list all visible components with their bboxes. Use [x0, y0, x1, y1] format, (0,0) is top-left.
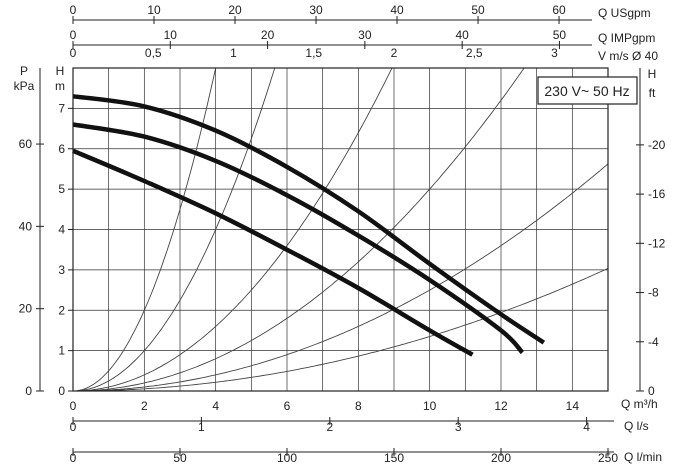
y-kpa-tick-label: 40 [19, 219, 33, 233]
top-axis-impgpm-label: Q IMPgpm [598, 31, 655, 45]
system-curve [73, 267, 609, 392]
top-axis-tick-label: 0,5 [145, 46, 162, 60]
system-curve [72, 67, 217, 392]
system-curves [72, 67, 609, 392]
top-axis-tick-label: 2,5 [466, 46, 483, 60]
top-axis-tick-label: 50 [553, 28, 567, 42]
x-tick-label: 4 [212, 399, 219, 413]
y-ft-tick-label: -12 [648, 236, 666, 250]
y-m-unit: m [55, 79, 65, 93]
top-axis-tick-label: 3 [551, 46, 558, 60]
top-axis-tick-label: 30 [309, 3, 323, 17]
system-curve [73, 163, 609, 392]
y-ft-unit: ft [649, 86, 656, 100]
y-ft-tick-label: -8 [648, 286, 659, 300]
top-axis-tick-label: 50 [471, 3, 485, 17]
top-axis-tick-label: 20 [261, 28, 275, 42]
voltage-badge-text: 230 V~ 50 Hz [544, 83, 629, 99]
y-kpa-tick-label: 60 [19, 137, 33, 151]
bottom-axis-ls-label: Q l/s [624, 419, 649, 433]
x-tick-label: 6 [284, 399, 291, 413]
bottom-axis-tick-label: 0 [70, 420, 77, 434]
y-ft-tick-label: -16 [648, 187, 666, 201]
system-curve [73, 67, 393, 392]
pump-curves [72, 94, 546, 357]
top-axis-tick-label: 1,5 [305, 46, 322, 60]
bottom-axis-tick-label: 50 [173, 451, 187, 465]
top-axis-tick-label: 2 [391, 46, 398, 60]
x-axis-label: Q m³/h [621, 397, 658, 411]
top-axis-tick-label: 30 [358, 28, 372, 42]
pump-curve-2 [72, 122, 525, 355]
voltage-badge: 230 V~ 50 Hz [537, 76, 638, 105]
pump-curve-3 [72, 94, 546, 345]
top-axis-tick-label: 0 [70, 46, 77, 60]
grid [72, 67, 609, 392]
y-m-title: H [56, 64, 65, 78]
top-axis-usgpm-label: Q USgpm [598, 6, 651, 20]
axes: 0 2 4 6 8 10 12 140123456702040600-4-8-12-16-20… [19, 3, 666, 465]
top-axis-tick-label: 40 [390, 3, 404, 17]
y-kpa-tick-label: 0 [25, 384, 32, 398]
bottom-axis-tick-label: 2 [326, 420, 333, 434]
bottom-axis-tick-label: 3 [455, 420, 462, 434]
top-axis-velocity-label: V m/s Ø 40 [598, 49, 658, 63]
x-tick-label: 8 [355, 399, 362, 413]
bottom-axis-tick-label: 200 [491, 451, 511, 465]
x-tick-label: 12 [494, 399, 508, 413]
top-axis-tick-label: 10 [164, 28, 178, 42]
top-axis-tick-label: 1 [230, 46, 237, 60]
bottom-axis-tick-label: 250 [598, 451, 618, 465]
y-tick-label: 6 [58, 142, 65, 156]
bottom-axis-tick-label: 4 [583, 420, 590, 434]
x-tick-label: 10 [423, 399, 437, 413]
y-ft-tick-label: 0 [648, 384, 655, 398]
y-tick-label: 5 [58, 182, 65, 196]
bottom-axis-tick-label: 1 [198, 420, 205, 434]
bottom-axis-tick-label: 100 [277, 451, 297, 465]
top-axis-tick-label: 0 [70, 28, 77, 42]
y-ft-title: H [648, 67, 657, 81]
y-tick-label: 3 [58, 263, 65, 277]
y-tick-label: 2 [58, 303, 65, 317]
system-curve [73, 67, 525, 392]
y-tick-label: 4 [58, 223, 65, 237]
x-tick-label: 0 [70, 399, 77, 413]
y-tick-label: 7 [58, 101, 65, 115]
y-tick-label: 0 [58, 384, 65, 398]
top-axis-tick-label: 10 [147, 3, 161, 17]
pump-curve-1 [72, 148, 474, 357]
bottom-axis-tick-label: 150 [384, 451, 404, 465]
top-axis-tick-label: 60 [552, 3, 566, 17]
top-axis-tick-label: 0 [70, 3, 77, 17]
y-kpa-tick-label: 20 [19, 302, 33, 316]
bottom-axis-lmin-label: Q l/min [624, 450, 662, 464]
x-tick-label: 14 [566, 399, 580, 413]
y-kpa-unit: kPa [14, 79, 35, 93]
y-tick-label: 1 [58, 344, 65, 358]
y-ft-tick-label: -20 [648, 138, 666, 152]
x-tick-label: 2 [141, 399, 148, 413]
y-kpa-title: P [20, 64, 28, 78]
top-axis-tick-label: 40 [455, 28, 469, 42]
system-curve [72, 67, 276, 392]
y-ft-tick-label: -4 [648, 335, 659, 349]
top-axis-tick-label: 20 [228, 3, 242, 17]
bottom-axis-tick-label: 0 [70, 451, 77, 465]
